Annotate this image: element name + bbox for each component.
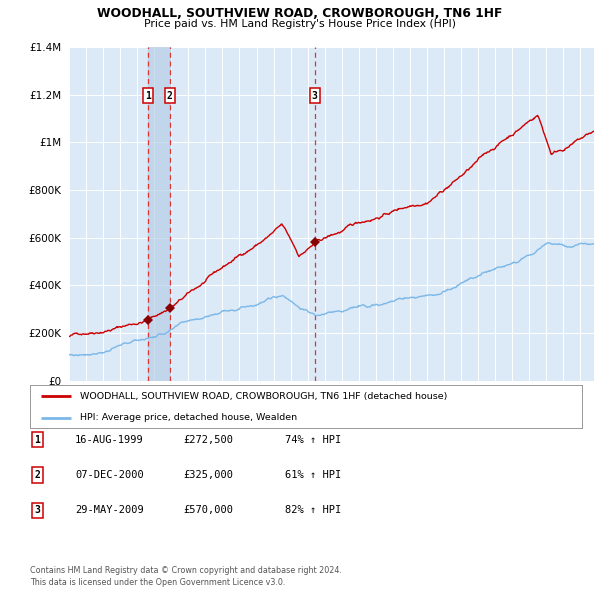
Text: 2: 2	[167, 90, 173, 100]
Text: 2: 2	[34, 470, 40, 480]
Text: £570,000: £570,000	[183, 506, 233, 515]
Text: 74% ↑ HPI: 74% ↑ HPI	[285, 435, 341, 444]
Text: 3: 3	[311, 90, 317, 100]
Text: 29-MAY-2009: 29-MAY-2009	[75, 506, 144, 515]
Text: WOODHALL, SOUTHVIEW ROAD, CROWBOROUGH, TN6 1HF: WOODHALL, SOUTHVIEW ROAD, CROWBOROUGH, T…	[97, 7, 503, 20]
Text: 61% ↑ HPI: 61% ↑ HPI	[285, 470, 341, 480]
Text: 3: 3	[34, 506, 40, 515]
Bar	[148, 47, 170, 381]
Text: 16-AUG-1999: 16-AUG-1999	[75, 435, 144, 444]
Text: 07-DEC-2000: 07-DEC-2000	[75, 470, 144, 480]
Text: £272,500: £272,500	[183, 435, 233, 444]
Text: 82% ↑ HPI: 82% ↑ HPI	[285, 506, 341, 515]
Text: 1: 1	[145, 90, 151, 100]
Text: Price paid vs. HM Land Registry's House Price Index (HPI): Price paid vs. HM Land Registry's House …	[144, 19, 456, 29]
Text: HPI: Average price, detached house, Wealden: HPI: Average price, detached house, Weal…	[80, 413, 297, 422]
Text: 1: 1	[34, 435, 40, 444]
Text: WOODHALL, SOUTHVIEW ROAD, CROWBOROUGH, TN6 1HF (detached house): WOODHALL, SOUTHVIEW ROAD, CROWBOROUGH, T…	[80, 392, 447, 401]
Text: £325,000: £325,000	[183, 470, 233, 480]
Text: Contains HM Land Registry data © Crown copyright and database right 2024.
This d: Contains HM Land Registry data © Crown c…	[30, 566, 342, 587]
